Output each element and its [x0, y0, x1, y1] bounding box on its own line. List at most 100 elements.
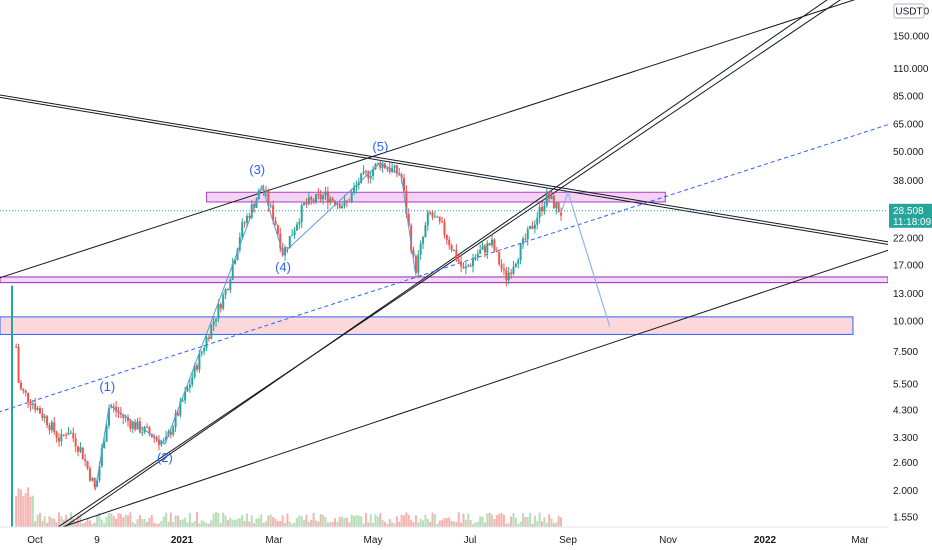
volume-bar — [205, 522, 208, 527]
candle-body — [467, 265, 470, 267]
candle-body — [524, 238, 527, 240]
volume-bar — [403, 515, 406, 527]
candle-body — [543, 205, 546, 212]
candle-body — [319, 194, 322, 200]
trendline-steep-1 — [23, 0, 841, 550]
volume-bar — [241, 515, 244, 527]
volume-bar — [179, 519, 182, 527]
candle-body — [491, 239, 494, 246]
y-tick-label: 50.000 — [893, 147, 924, 158]
volume-bar — [219, 523, 222, 527]
candle-body — [157, 439, 160, 445]
trendline-dashed — [0, 122, 895, 413]
candle-body — [15, 346, 18, 348]
volume-bar — [34, 521, 37, 527]
y-tick-label: 13.000 — [893, 289, 924, 300]
volume-bar — [462, 513, 465, 527]
volume-bar — [338, 516, 341, 527]
volume-bar — [276, 521, 279, 527]
candle-body — [422, 237, 425, 244]
candle-body — [88, 468, 91, 481]
volume-bar — [157, 523, 160, 527]
volume-bar — [348, 522, 351, 527]
volume-bar — [545, 522, 548, 527]
y-axis-panel — [888, 0, 932, 550]
candle-body — [67, 432, 70, 435]
candle-body — [505, 270, 508, 281]
volume-bar — [48, 516, 51, 527]
volume-bar — [55, 522, 58, 527]
volume-bar — [138, 515, 141, 527]
y-tick-label: 38.000 — [893, 176, 924, 187]
wave-label: (1) — [99, 379, 115, 394]
candle-body — [253, 204, 256, 208]
volume-bar — [460, 522, 463, 527]
volume-bar — [188, 512, 191, 527]
volume-bar — [560, 517, 563, 527]
volume-bar — [224, 515, 227, 527]
candle-body — [495, 250, 498, 252]
candle-body — [355, 185, 358, 188]
candle-body — [303, 202, 306, 205]
candle-body — [196, 365, 199, 370]
countdown-label: 11:18:09 — [893, 217, 932, 228]
candle-body — [65, 434, 68, 436]
candle-body — [360, 173, 363, 184]
volume-bar — [134, 523, 137, 527]
candle-body — [153, 437, 156, 439]
volume-bar — [426, 518, 429, 527]
volume-bar — [100, 519, 103, 527]
volume-bar — [383, 521, 386, 527]
volume-bar — [541, 521, 544, 527]
wave-label: (3) — [249, 162, 265, 177]
candle-body — [350, 192, 353, 203]
candle-body — [236, 249, 239, 260]
candle-body — [129, 420, 132, 429]
candle-body — [160, 441, 163, 445]
candle-body — [48, 425, 51, 431]
volume-bar — [526, 517, 529, 527]
candle-body — [17, 347, 20, 383]
volume-bar — [136, 519, 139, 527]
volume-bar — [250, 515, 253, 527]
candle-body — [345, 200, 348, 202]
volume-bar — [41, 521, 44, 527]
candle-body — [357, 183, 360, 186]
volume-bar — [27, 487, 30, 527]
volume-bar — [248, 521, 251, 527]
candle-body — [317, 194, 320, 196]
candle-body — [548, 191, 551, 199]
candle-body — [488, 243, 491, 246]
candle-body — [445, 234, 448, 240]
volume-bar — [38, 512, 41, 527]
candle-body — [305, 202, 308, 205]
candle-body — [414, 256, 417, 273]
volume-bar — [303, 520, 306, 527]
volume-bar — [469, 520, 472, 527]
y-tick-label: 65.000 — [893, 120, 924, 131]
wave-label: (2) — [157, 450, 173, 465]
volume-bar — [529, 512, 532, 527]
candle-body — [460, 261, 463, 267]
candle-body — [419, 243, 422, 255]
candle-body — [234, 259, 237, 264]
volume-bar — [319, 514, 322, 527]
candle-body — [169, 431, 172, 435]
volume-bar — [367, 522, 370, 527]
trendline-falling-2 — [0, 96, 895, 246]
volume-bar — [307, 521, 310, 527]
x-axis-panel — [0, 527, 932, 550]
candle-body — [338, 203, 341, 209]
volume-bar — [245, 513, 248, 527]
candle-body — [426, 212, 429, 226]
candle-body — [343, 200, 346, 206]
volume-bar — [19, 489, 22, 527]
volume-bar — [215, 512, 218, 527]
volume-bar — [146, 522, 149, 527]
candle-body — [22, 388, 25, 391]
candle-body — [438, 216, 441, 222]
candle-body — [500, 264, 503, 269]
volume-bar — [141, 519, 144, 527]
candle-body — [376, 162, 379, 165]
